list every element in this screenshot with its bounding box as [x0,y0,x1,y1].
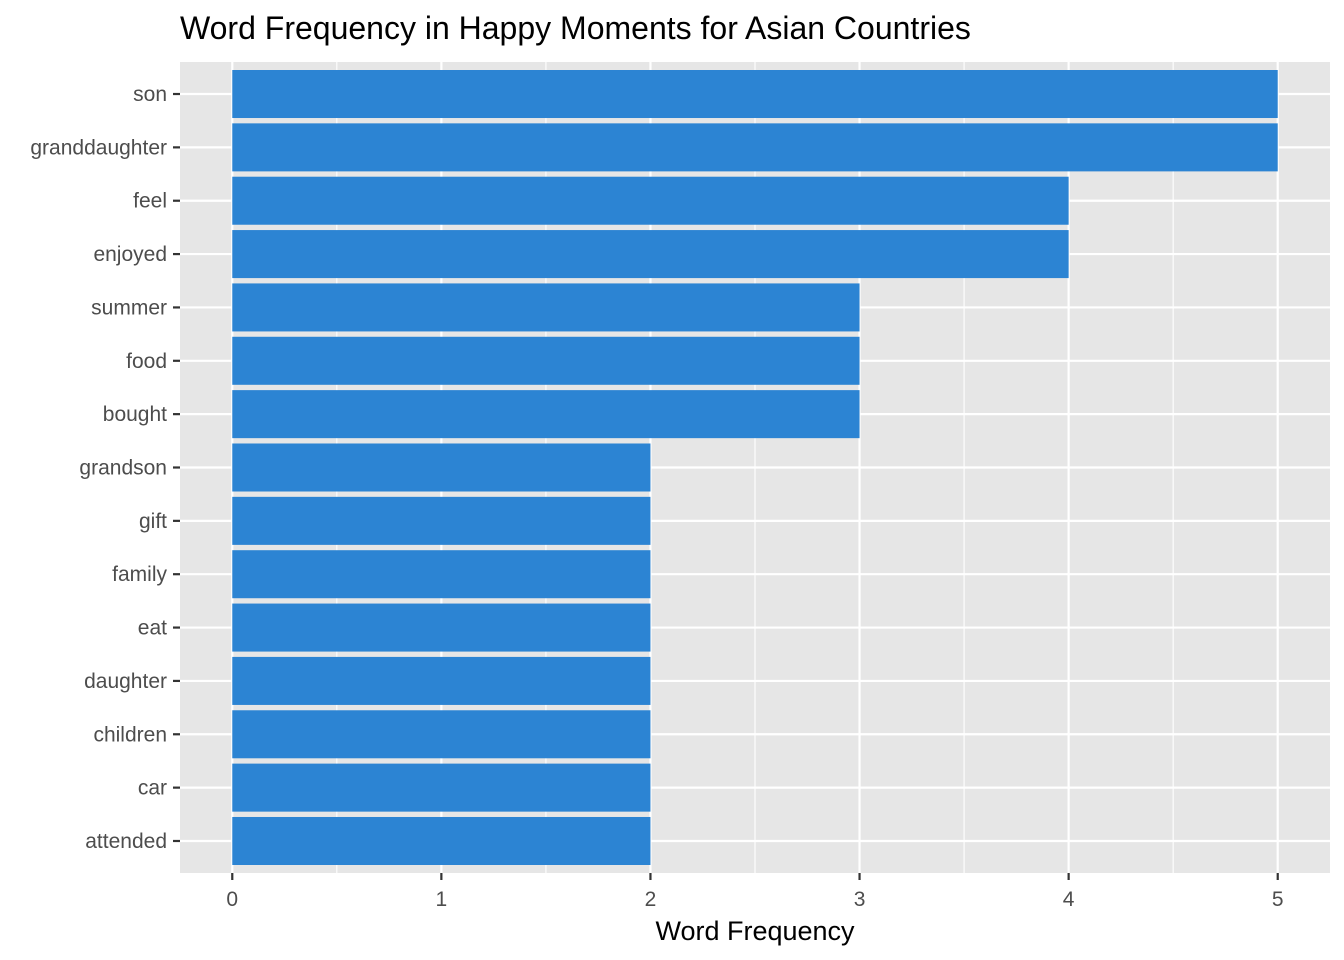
bar-food [232,336,860,385]
y-tick-label: daughter [84,670,167,693]
y-tick-label: car [138,777,167,800]
bar-car [232,763,651,812]
x-axis: 0 1 2 3 4 5 [226,873,1284,911]
bars [232,70,1278,865]
y-tick-label: summer [91,296,167,319]
bar-son [232,70,1278,119]
y-tick-label: family [112,563,167,586]
y-tick-label: granddaughter [30,136,167,159]
x-tick-label: 0 [226,888,238,911]
y-tick-label: bought [103,403,167,426]
y-tick-label: children [93,723,167,746]
bar-family [232,550,651,599]
bar-children [232,710,651,759]
bar-summer [232,283,860,332]
x-tick-label: 3 [854,888,866,911]
y-tick-label: enjoyed [93,243,167,266]
bar-bought [232,390,860,439]
x-tick-label: 4 [1063,888,1075,911]
y-axis: son granddaughter feel enjoyed summer food bou… [30,83,180,853]
y-tick-label: attended [85,830,167,853]
y-tick-label: eat [138,617,167,640]
bar-eat [232,603,651,652]
bar-enjoyed [232,230,1069,279]
y-tick-label: gift [139,510,167,533]
bar-grandson [232,443,651,492]
x-tick-label: 2 [645,888,657,911]
x-tick-label: 5 [1272,888,1284,911]
x-tick-label: 1 [436,888,448,911]
y-tick-label: son [133,83,167,106]
bar-gift [232,496,651,545]
bar-attended [232,816,651,865]
bar-feel [232,176,1069,225]
bar-daughter [232,656,651,705]
y-tick-label: grandson [79,457,167,480]
x-axis-title: Word Frequency [655,916,855,946]
chart-title: Word Frequency in Happy Moments for Asia… [180,10,971,46]
y-tick-label: food [126,350,167,373]
bar-granddaughter [232,123,1278,172]
y-tick-label: feel [133,190,167,213]
